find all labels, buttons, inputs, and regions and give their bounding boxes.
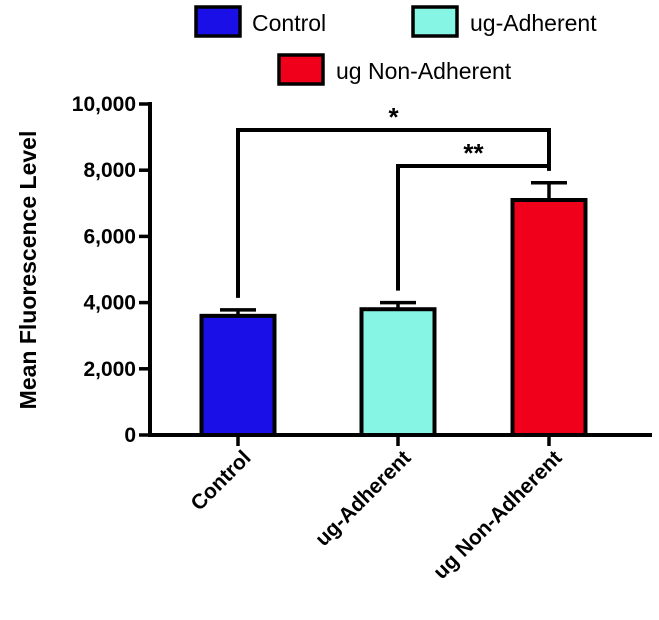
legend-swatch-ug-non-adherent xyxy=(277,53,325,86)
x-tick-label-control: Control xyxy=(186,446,255,515)
y-tick-label: 10,000 xyxy=(72,93,136,116)
x-tick-label-ug-adherent: ug-Adherent xyxy=(311,446,416,551)
y-tick-label: 2,000 xyxy=(83,358,136,381)
y-tick-label: 0 xyxy=(124,424,136,447)
legend-label-ug-adherent: ug-Adherent xyxy=(470,10,597,36)
legend-label-ug-non-adherent: ug Non-Adherent xyxy=(336,58,512,84)
y-tick-label: 8,000 xyxy=(83,159,136,182)
y-tick-label: 4,000 xyxy=(83,292,136,315)
significance-label: * xyxy=(388,102,399,132)
legend: Control ug-Adherent ug Non-Adherent xyxy=(194,5,597,86)
y-axis-label: Mean Fluorescence Level xyxy=(15,131,41,410)
bar-ug-adherent xyxy=(359,307,437,437)
legend-swatch-ug-adherent xyxy=(411,5,459,38)
error-bars-layer xyxy=(220,181,567,316)
significance-layer: *** xyxy=(236,102,551,298)
y-tick-label: 6,000 xyxy=(83,225,136,248)
significance-bracket xyxy=(396,164,551,291)
x-tick-label-ug-non-adherent: ug Non-Adherent xyxy=(429,446,567,584)
legend-label-control: Control xyxy=(252,10,326,36)
bar-ug-non-adherent xyxy=(510,197,588,437)
legend-swatch-control xyxy=(194,5,242,38)
bar-control xyxy=(199,313,277,437)
significance-bracket xyxy=(236,128,551,298)
bars-layer xyxy=(199,197,588,437)
significance-label: ** xyxy=(463,138,484,168)
